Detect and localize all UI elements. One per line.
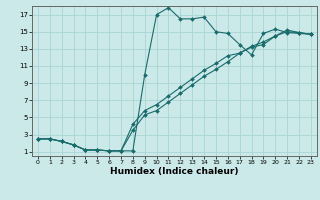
X-axis label: Humidex (Indice chaleur): Humidex (Indice chaleur) — [110, 167, 239, 176]
